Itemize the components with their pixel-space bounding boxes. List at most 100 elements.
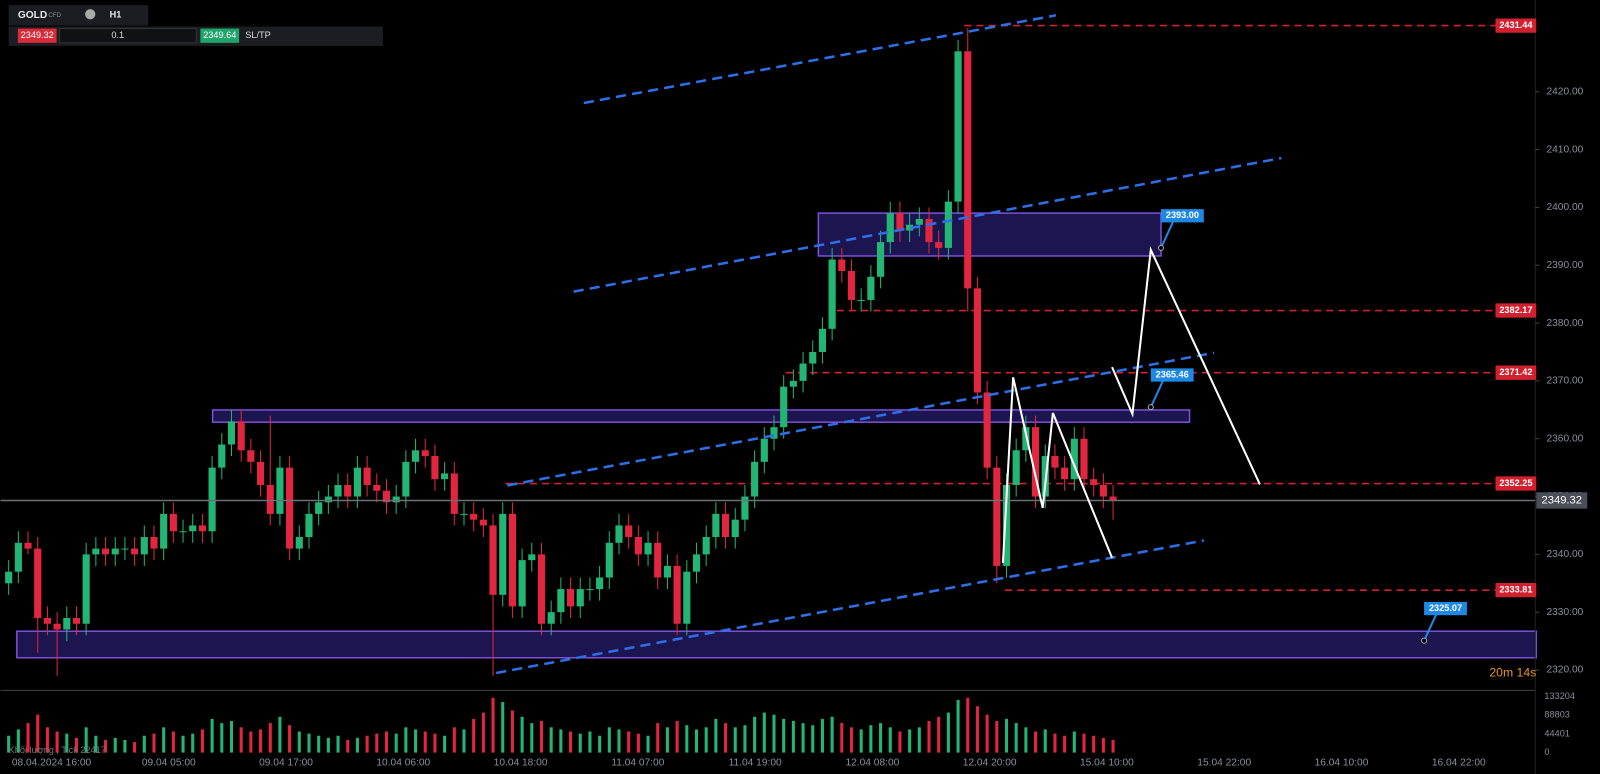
volume-bar bbox=[636, 733, 640, 753]
callout-label: 2365.46 bbox=[1156, 369, 1189, 379]
volume-bar bbox=[142, 735, 146, 753]
volume-bar bbox=[598, 735, 602, 753]
x-tick-label: 08.04.2024 16:00 bbox=[12, 757, 92, 768]
volume-bar bbox=[1014, 723, 1018, 753]
x-tick-label: 16.04 10:00 bbox=[1315, 757, 1369, 768]
sell-button[interactable] bbox=[17, 28, 57, 43]
volume-bar bbox=[452, 727, 456, 753]
volume-tick-label: 44401 bbox=[1544, 728, 1569, 738]
volume-bar bbox=[239, 727, 243, 753]
volume-bar bbox=[191, 733, 195, 753]
candle-body bbox=[867, 276, 875, 300]
volume-bar bbox=[510, 710, 514, 753]
volume-bar bbox=[1072, 731, 1076, 753]
volume-bar bbox=[1004, 718, 1009, 753]
candle-body bbox=[537, 554, 546, 624]
candle-body bbox=[1002, 484, 1011, 566]
candle-body bbox=[489, 525, 497, 595]
candle-body bbox=[1109, 496, 1117, 501]
volume-bar bbox=[152, 733, 156, 753]
volume-bar bbox=[724, 723, 728, 753]
candle-body bbox=[973, 288, 982, 393]
volume-bar bbox=[898, 731, 902, 753]
volume-bar bbox=[375, 733, 379, 753]
volume-bar bbox=[849, 727, 854, 753]
callout-point bbox=[1421, 637, 1428, 644]
volume-bar bbox=[210, 718, 214, 753]
volume-value[interactable]: 0.1 bbox=[111, 30, 124, 40]
x-tick-label: 10.04 06:00 bbox=[376, 757, 430, 768]
timeframe[interactable]: H1 bbox=[110, 10, 122, 20]
candle-body bbox=[663, 565, 671, 578]
level-tag bbox=[1495, 18, 1537, 33]
candle-body bbox=[557, 589, 565, 613]
volume-bar bbox=[791, 721, 795, 753]
candle-body bbox=[421, 450, 429, 457]
volume-bar bbox=[423, 731, 427, 753]
candle-body bbox=[634, 537, 642, 555]
sltp-button[interactable]: SL/TP bbox=[245, 30, 270, 40]
candle-body bbox=[470, 513, 478, 520]
x-tick-label: 12.04 20:00 bbox=[963, 757, 1017, 768]
candle-body bbox=[1012, 450, 1020, 485]
volume-bar bbox=[200, 729, 204, 753]
candle-body bbox=[179, 531, 187, 533]
volume-input[interactable] bbox=[59, 28, 197, 44]
volume-bar bbox=[937, 716, 941, 753]
candle-body bbox=[847, 271, 856, 300]
level-tag bbox=[1495, 476, 1537, 491]
callout-box bbox=[1160, 209, 1204, 223]
candle-body bbox=[72, 617, 81, 624]
x-tick-label: 09.04 17:00 bbox=[259, 757, 313, 768]
volume-bar bbox=[656, 723, 660, 753]
candle-body bbox=[654, 542, 662, 578]
volume-bar bbox=[879, 723, 883, 753]
candle-body bbox=[1061, 467, 1069, 480]
candle-body bbox=[838, 259, 846, 272]
candle-body bbox=[286, 467, 294, 549]
candle-body bbox=[373, 484, 381, 491]
candle-body bbox=[334, 484, 342, 497]
candle-body bbox=[528, 554, 536, 561]
candle-body bbox=[876, 242, 885, 277]
volume-bar bbox=[549, 727, 553, 753]
buy-button[interactable] bbox=[200, 28, 240, 43]
candle-body bbox=[915, 218, 923, 225]
callout-point bbox=[1147, 404, 1154, 411]
candle-body bbox=[344, 484, 352, 497]
y-tick-label: 2330.00 bbox=[1546, 607, 1583, 618]
volume-bar bbox=[840, 723, 844, 753]
candle-body bbox=[247, 450, 255, 462]
candle-body bbox=[615, 525, 623, 543]
volume-bar bbox=[481, 712, 485, 753]
volume-bar bbox=[1111, 739, 1115, 753]
zigzag-history bbox=[1001, 377, 1113, 563]
volume-bar bbox=[927, 721, 931, 753]
candle-body bbox=[218, 444, 226, 468]
symbol[interactable]: GOLD bbox=[18, 10, 47, 21]
candle-body bbox=[1070, 438, 1078, 480]
y-tick-label: 2340.00 bbox=[1546, 549, 1583, 560]
candle-body bbox=[721, 513, 730, 538]
candle-body bbox=[460, 513, 468, 515]
volume-bar bbox=[685, 725, 689, 753]
ask[interactable]: 2349.64 bbox=[203, 30, 236, 40]
current-price-tag bbox=[1536, 492, 1588, 509]
volume-bar bbox=[743, 725, 747, 753]
volume-tick-label: 133204 bbox=[1544, 691, 1575, 701]
volume-bar bbox=[501, 702, 505, 753]
candle-body bbox=[43, 617, 51, 624]
volume-bar bbox=[617, 729, 621, 753]
candle-body bbox=[5, 571, 13, 584]
candle-body bbox=[150, 537, 158, 549]
info-icon[interactable] bbox=[85, 9, 96, 20]
volume-bar bbox=[462, 729, 466, 753]
candle-body bbox=[353, 467, 361, 497]
candle-body bbox=[683, 571, 691, 624]
volume-bar bbox=[607, 727, 611, 753]
level-label: 2431.44 bbox=[1499, 20, 1533, 30]
volume-bar bbox=[830, 716, 834, 753]
bid[interactable]: 2349.32 bbox=[21, 30, 54, 40]
x-tick-label: 09.04 05:00 bbox=[142, 757, 196, 768]
candle-body bbox=[198, 525, 206, 532]
